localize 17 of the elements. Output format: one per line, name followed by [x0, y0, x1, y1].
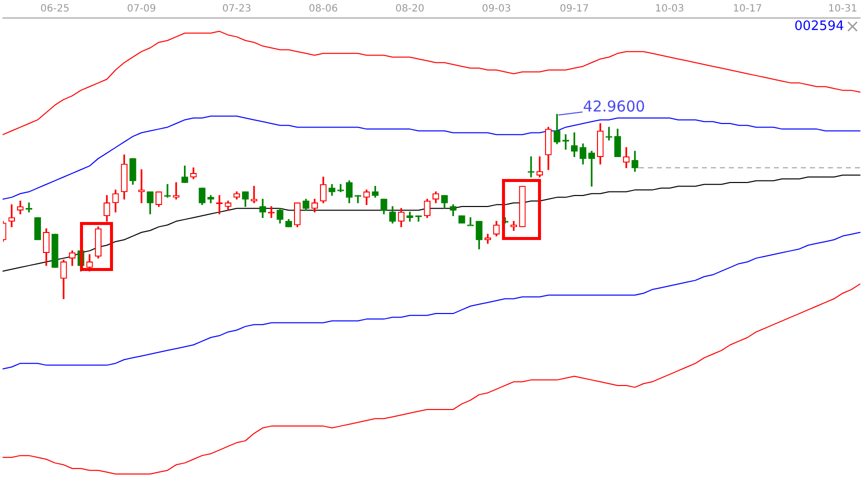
annotation: 42.9600 — [583, 97, 646, 116]
x-tick-label: 06-25 — [40, 4, 70, 15]
x-tick-label: 08-06 — [308, 4, 338, 15]
x-tick-label: 09-17 — [560, 4, 589, 15]
candlestick — [164, 184, 171, 198]
x-tick-label: 10-31 — [828, 4, 858, 15]
candlestick — [467, 217, 474, 226]
chart-title: 002594 — [794, 19, 844, 34]
x-tick-label: 10-03 — [655, 4, 684, 15]
x-tick-label: 10-17 — [732, 4, 762, 15]
x-tick-label: 07-09 — [126, 4, 156, 15]
x-tick-label: 09-03 — [482, 4, 511, 15]
candlestick — [250, 186, 258, 204]
x-tick-label: 08-20 — [395, 4, 424, 15]
candlestick — [528, 156, 534, 178]
candlestick — [606, 126, 612, 140]
x-tick-label: 07-23 — [222, 4, 252, 15]
